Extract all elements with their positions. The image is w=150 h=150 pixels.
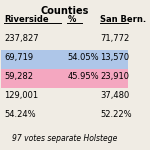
Text: 54.24%: 54.24%	[4, 110, 36, 119]
Text: 97 votes separate Holstege: 97 votes separate Holstege	[12, 134, 117, 143]
Text: Counties: Counties	[40, 6, 89, 16]
Text: 45.95%: 45.95%	[67, 72, 99, 81]
Text: 71,772: 71,772	[100, 34, 129, 43]
Text: 13,570: 13,570	[100, 53, 129, 62]
Text: 23,910: 23,910	[100, 72, 129, 81]
Text: 37,480: 37,480	[100, 91, 129, 100]
FancyBboxPatch shape	[1, 69, 128, 88]
Text: 59,282: 59,282	[4, 72, 33, 81]
Text: San Bern.: San Bern.	[100, 15, 146, 24]
FancyBboxPatch shape	[1, 50, 128, 69]
Text: 129,001: 129,001	[4, 91, 38, 100]
Text: 237,827: 237,827	[4, 34, 39, 43]
Text: 52.22%: 52.22%	[100, 110, 132, 119]
Text: 54.05%: 54.05%	[67, 53, 99, 62]
Text: %: %	[67, 15, 76, 24]
Text: 69,719: 69,719	[4, 53, 33, 62]
Text: Riverside: Riverside	[4, 15, 49, 24]
